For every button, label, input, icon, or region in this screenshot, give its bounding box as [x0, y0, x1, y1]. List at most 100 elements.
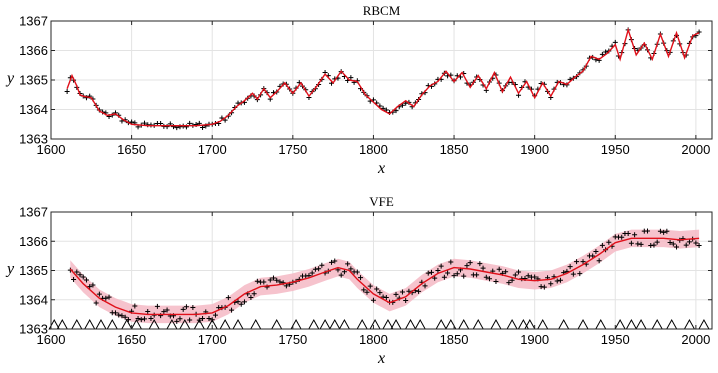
data-point	[361, 287, 367, 293]
x-tick-label: 1650	[117, 332, 146, 347]
x-tick-label: 1700	[198, 142, 227, 157]
data-point	[509, 277, 515, 283]
data-point	[235, 299, 241, 305]
data-point	[161, 309, 167, 315]
data-point	[593, 249, 599, 255]
data-point	[251, 291, 257, 297]
data-point	[667, 239, 673, 245]
data-point	[512, 272, 518, 278]
data-point	[606, 239, 612, 245]
data-point	[532, 274, 538, 280]
data-point	[674, 244, 680, 250]
data-point	[225, 295, 231, 301]
x-tick-label: 1800	[359, 142, 388, 157]
data-point	[145, 309, 151, 315]
data-point	[138, 317, 144, 323]
data-point	[654, 239, 660, 245]
data-point	[96, 291, 102, 297]
data-point	[422, 283, 428, 289]
data-point	[448, 259, 454, 265]
data-point	[428, 269, 434, 275]
data-point	[596, 258, 602, 264]
data-point	[435, 267, 441, 273]
chart-title: RBCM	[363, 3, 401, 18]
data-point	[83, 277, 89, 283]
data-point	[451, 273, 457, 279]
data-point	[364, 289, 370, 295]
y-tick-label: 1367	[19, 205, 48, 220]
data-point	[425, 270, 431, 276]
data-point	[274, 277, 280, 283]
y-tick-label: 1367	[19, 14, 48, 29]
data-point	[438, 263, 444, 269]
data-point	[664, 228, 670, 234]
data-point	[567, 264, 573, 270]
data-point	[241, 299, 247, 305]
data-point	[319, 262, 325, 268]
data-point	[538, 284, 544, 290]
vfe-panel: 1600 1650 1700 1750 1800 1850 1900 1950 2000 1363…	[5, 194, 713, 367]
data-point	[464, 263, 470, 269]
data-point	[206, 316, 212, 322]
data-point	[657, 228, 663, 234]
data-point	[628, 240, 634, 246]
data-point	[374, 286, 380, 292]
y-tick-label: 1364	[19, 292, 48, 307]
data-point	[112, 310, 118, 316]
data-point	[370, 297, 376, 303]
data-point	[525, 273, 531, 279]
data-point	[177, 316, 183, 322]
data-point	[122, 314, 128, 320]
data-point	[190, 305, 196, 311]
data-point	[309, 270, 315, 276]
data-point	[183, 304, 189, 310]
x-tick-label: 2000	[681, 142, 710, 157]
data-point	[474, 272, 480, 278]
data-point	[403, 298, 409, 304]
data-point	[441, 274, 447, 280]
y-tick-label: 1366	[19, 234, 48, 249]
data-point	[461, 273, 467, 279]
data-point	[212, 312, 218, 318]
x-tick-label: 1850	[440, 142, 469, 157]
x-tick-label: 1650	[117, 142, 146, 157]
data-point	[71, 277, 77, 283]
x-axis-label: x	[377, 350, 385, 367]
x-tick-label: 1950	[601, 142, 630, 157]
data-point	[80, 274, 86, 280]
x-tick-label: 1750	[278, 332, 307, 347]
data-point	[661, 229, 667, 235]
data-point	[135, 315, 141, 321]
data-point	[87, 284, 93, 290]
data-point	[180, 306, 186, 312]
data-point	[277, 279, 283, 285]
x-tick-label: 1950	[601, 332, 630, 347]
data-point	[570, 271, 576, 277]
data-point	[348, 266, 354, 272]
data-point	[599, 242, 605, 248]
data-point	[119, 313, 125, 319]
data-point	[187, 317, 193, 323]
data-point	[399, 289, 405, 295]
data-point	[683, 242, 689, 248]
data-point	[254, 278, 260, 284]
data-point	[332, 258, 338, 264]
data-point	[619, 234, 625, 240]
y-tick-label: 1365	[19, 73, 48, 88]
data-point	[645, 228, 651, 234]
chart-title: VFE	[369, 194, 394, 209]
data-point	[480, 265, 486, 271]
x-axis-label: x	[377, 160, 385, 177]
data-point	[354, 269, 360, 275]
data-point	[74, 269, 80, 275]
data-point	[164, 124, 170, 130]
data-point	[116, 312, 122, 318]
data-point	[693, 240, 699, 246]
x-tick-label: 1900	[520, 332, 549, 347]
data-point	[580, 259, 586, 265]
data-point	[696, 242, 702, 248]
data-point	[393, 291, 399, 297]
data-point	[548, 281, 554, 287]
data-point	[577, 271, 583, 277]
data-point	[638, 241, 644, 247]
